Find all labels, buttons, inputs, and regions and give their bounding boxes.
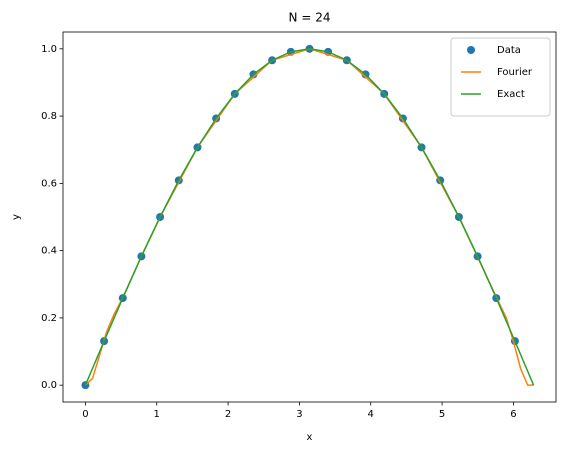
x-tick-label: 4: [368, 409, 374, 420]
x-tick-label: 3: [296, 409, 302, 420]
legend-box: [450, 37, 551, 117]
legend-label: Exact: [497, 89, 525, 100]
chart-title: N = 24: [289, 11, 331, 25]
x-tick-label: 0: [82, 409, 88, 420]
y-tick-label: 0.6: [41, 178, 57, 189]
line: [84, 48, 535, 386]
y-tick-label: 1.0: [41, 44, 57, 55]
y-tick-label: 0.0: [41, 380, 57, 391]
y-tick-label: 0.8: [41, 111, 57, 122]
x-axis-label: x: [307, 432, 313, 443]
x-tick-label: 1: [154, 409, 160, 420]
axes-frame: [62, 31, 557, 403]
legend-label: Fourier: [497, 67, 533, 78]
legend-label: Data: [497, 45, 521, 56]
y-tick-label: 0.4: [41, 246, 57, 257]
x-tick-label: 2: [225, 409, 231, 420]
x-tick-label: 6: [510, 409, 516, 420]
x-tick-label: 5: [439, 409, 445, 420]
legend-marker: [467, 46, 475, 54]
y-tick-label: 0.2: [41, 313, 57, 324]
y-axis-label: y: [11, 214, 22, 220]
